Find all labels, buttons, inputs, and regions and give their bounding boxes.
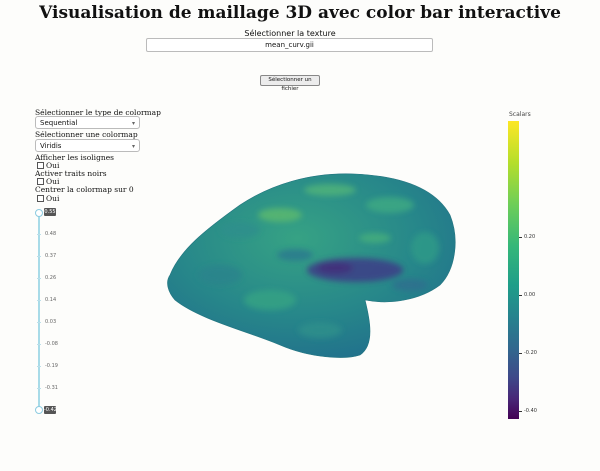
colorbar — [508, 121, 519, 419]
slider-tick — [37, 300, 41, 301]
black-lines-checkbox[interactable]: Oui — [37, 177, 59, 186]
isolines-option: Oui — [46, 161, 60, 170]
chevron-down-icon: ▾ — [131, 120, 135, 127]
slider-min-handle[interactable] — [35, 406, 43, 414]
slider-min-value: -0.42 — [44, 406, 57, 414]
colormap-label: Sélectionner une colormap — [35, 130, 138, 139]
center-colormap-label: Centrer la colormap sur 0 — [35, 185, 134, 194]
slider-tick-label: -0.31 — [45, 385, 58, 391]
colormap-type-label: Sélectionner le type de colormap — [35, 108, 161, 117]
black-lines-option: Oui — [46, 177, 60, 186]
black-lines-label: Activer traits noirs — [35, 169, 107, 178]
texture-select[interactable]: mean_curv.gii — [146, 38, 433, 52]
isolines-label: Afficher les isolignes — [35, 153, 114, 162]
slider-tick-label: 0.03 — [45, 319, 57, 325]
colorbar-tick — [519, 411, 522, 412]
slider-tick-label: 0.14 — [45, 297, 57, 303]
colorbar-tick-label: -0.40 — [524, 408, 537, 414]
chevron-down-icon: ▾ — [131, 143, 135, 150]
colorbar-title: Scalars — [509, 111, 531, 118]
colorbar-tick-label: 0.20 — [524, 234, 536, 240]
colorbar-tick — [519, 237, 522, 238]
colorbar-tick — [519, 295, 522, 296]
colormap-dropdown[interactable]: Viridis ▾ — [35, 139, 140, 152]
slider-tick-label: 0.48 — [45, 231, 57, 237]
slider-tick-label: 0.26 — [45, 275, 57, 281]
checkbox-box[interactable] — [37, 178, 44, 185]
checkbox-box[interactable] — [37, 195, 44, 202]
slider-tick — [37, 256, 41, 257]
colorbar-tick-label: 0.00 — [524, 292, 536, 298]
slider-tick — [37, 234, 41, 235]
center-colormap-checkbox[interactable]: Oui — [37, 194, 59, 203]
slider-tick-label: -0.19 — [45, 363, 58, 369]
texture-select-label: Sélectionner la texture — [244, 29, 336, 38]
slider-tick — [37, 344, 41, 345]
slider-tick — [37, 388, 41, 389]
colorbar-tick — [519, 353, 522, 354]
colorbar-tick-label: -0.20 — [524, 350, 537, 356]
isolines-checkbox[interactable]: Oui — [37, 161, 59, 170]
range-slider-track[interactable] — [38, 212, 40, 410]
brain-mesh-3d-view[interactable] — [160, 160, 470, 365]
select-file-button[interactable]: Sélectionner un fichier — [260, 75, 320, 92]
page-title: Visualisation de maillage 3D avec color … — [39, 3, 561, 23]
slider-tick-label: -0.08 — [45, 341, 58, 347]
colormap-type-dropdown[interactable]: Sequential ▾ — [35, 116, 140, 129]
slider-max-value: 0.55 — [44, 208, 56, 216]
colormap-type-value: Sequential — [40, 119, 78, 127]
colormap-value: Viridis — [40, 142, 62, 150]
slider-tick — [37, 278, 41, 279]
slider-max-handle[interactable] — [35, 209, 43, 217]
slider-tick — [37, 322, 41, 323]
checkbox-box[interactable] — [37, 162, 44, 169]
slider-tick — [37, 366, 41, 367]
center-colormap-option: Oui — [46, 194, 60, 203]
slider-tick-label: 0.37 — [45, 253, 57, 259]
